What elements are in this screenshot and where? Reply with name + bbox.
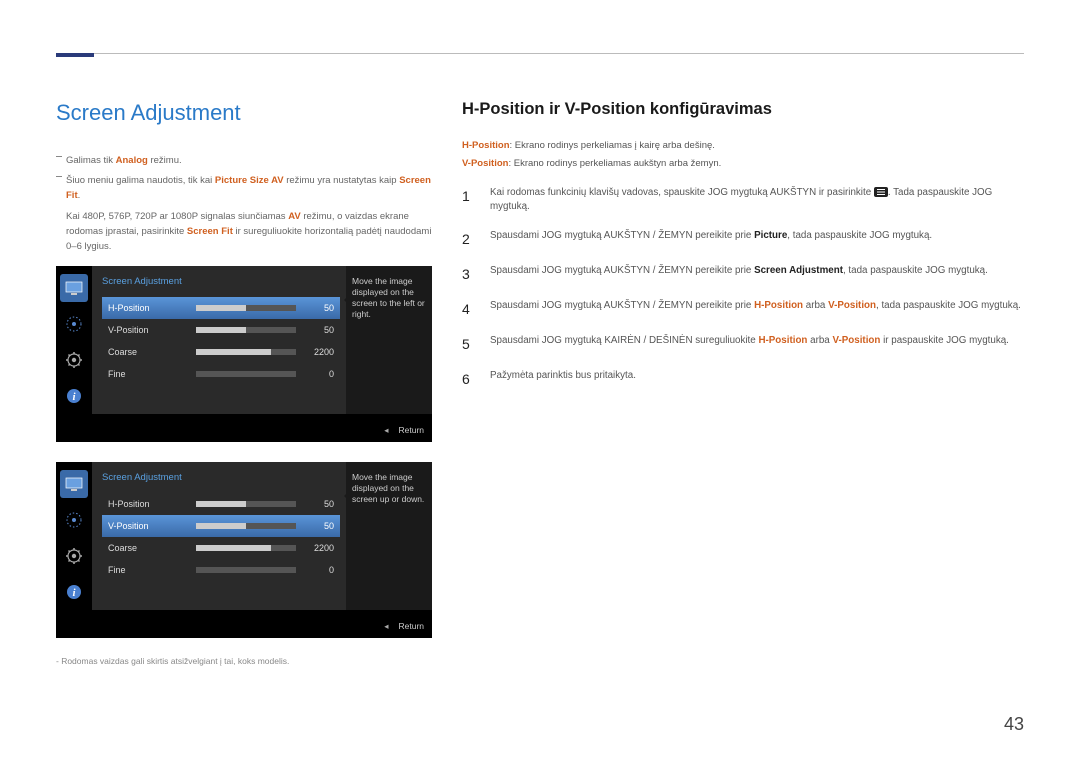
note-picture-size: Šiuo meniu galima naudotis, tik kai Pict… xyxy=(56,174,441,203)
step-4: 4 Spausdami JOG mygtuką AUKŠTYN / ŽEMYN … xyxy=(462,299,1022,320)
page-number: 43 xyxy=(1004,714,1024,735)
osd-row-fine[interactable]: Fine 0 xyxy=(102,559,340,581)
settings-dots-icon xyxy=(60,310,88,338)
osd-sidebar: i xyxy=(56,266,92,414)
osd-row-coarse[interactable]: Coarse 2200 xyxy=(102,341,340,363)
monitor-icon xyxy=(60,470,88,498)
step-5: 5 Spausdami JOG mygtuką KAIRĖN / DEŠINĖN… xyxy=(462,334,1022,355)
info-icon: i xyxy=(60,578,88,606)
osd-row-coarse[interactable]: Coarse 2200 xyxy=(102,537,340,559)
osd-row-hpos[interactable]: H-Position 50 xyxy=(102,297,340,319)
steps-list: 1 Kai rodomas funkcinių klavišų vadovas,… xyxy=(462,186,1022,390)
menu-icon xyxy=(874,187,888,197)
step-1: 1 Kai rodomas funkcinių klavišų vadovas,… xyxy=(462,186,1022,215)
osd-main: Screen Adjustment H-Position 50 V-Positi… xyxy=(92,266,346,414)
osd-return[interactable]: Return xyxy=(384,425,424,436)
step-2: 2 Spausdami JOG mygtuką AUKŠTYN / ŽEMYN … xyxy=(462,229,1022,250)
osd-hint: Move the image displayed on the screen t… xyxy=(346,266,432,414)
osd-title: Screen Adjustment xyxy=(102,276,340,287)
desc-hpos: H-Position: Ekrano rodinys perkeliamas į… xyxy=(462,139,1022,153)
desc-vpos: V-Position: Ekrano rodinys perkeliamas a… xyxy=(462,157,1022,171)
osd-screenshot-vpos: i Screen Adjustment H-Position 50 V-Posi… xyxy=(56,462,432,638)
info-icon: i xyxy=(60,382,88,410)
step-3: 3 Spausdami JOG mygtuką AUKŠTYN / ŽEMYN … xyxy=(462,264,1022,285)
osd-row-vpos[interactable]: V-Position 50 xyxy=(102,319,340,341)
note-analog: Galimas tik Analog režimu. xyxy=(56,154,441,168)
osd-hint: Move the image displayed on the screen u… xyxy=(346,462,432,610)
osd-row-fine[interactable]: Fine 0 xyxy=(102,363,340,385)
top-rule xyxy=(56,53,1024,54)
osd-title: Screen Adjustment xyxy=(102,472,340,483)
gear-icon xyxy=(60,542,88,570)
osd-row-hpos[interactable]: H-Position 50 xyxy=(102,493,340,515)
settings-dots-icon xyxy=(60,506,88,534)
note-sub: Kai 480P, 576P, 720P ar 1080P signalas s… xyxy=(56,209,441,255)
left-column: Screen Adjustment Galimas tik Analog rež… xyxy=(56,100,441,666)
monitor-icon xyxy=(60,274,88,302)
gear-icon xyxy=(60,346,88,374)
osd-main: Screen Adjustment H-Position 50 V-Positi… xyxy=(92,462,346,610)
top-accent xyxy=(56,53,94,57)
subsection-heading: H-Position ir V-Position konfigūravimas xyxy=(462,100,1022,119)
osd-sidebar: i xyxy=(56,462,92,610)
osd-return[interactable]: Return xyxy=(384,621,424,632)
right-column: H-Position ir V-Position konfigūravimas … xyxy=(462,100,1022,404)
osd-screenshot-hpos: i Screen Adjustment H-Position 50 V-Posi… xyxy=(56,266,432,442)
osd-row-vpos[interactable]: V-Position 50 xyxy=(102,515,340,537)
section-heading: Screen Adjustment xyxy=(56,100,441,126)
model-footnote: - Rodomas vaizdas gali skirtis atsižvelg… xyxy=(56,656,441,666)
step-6: 6 Pažymėta parinktis bus pritaikyta. xyxy=(462,369,1022,390)
